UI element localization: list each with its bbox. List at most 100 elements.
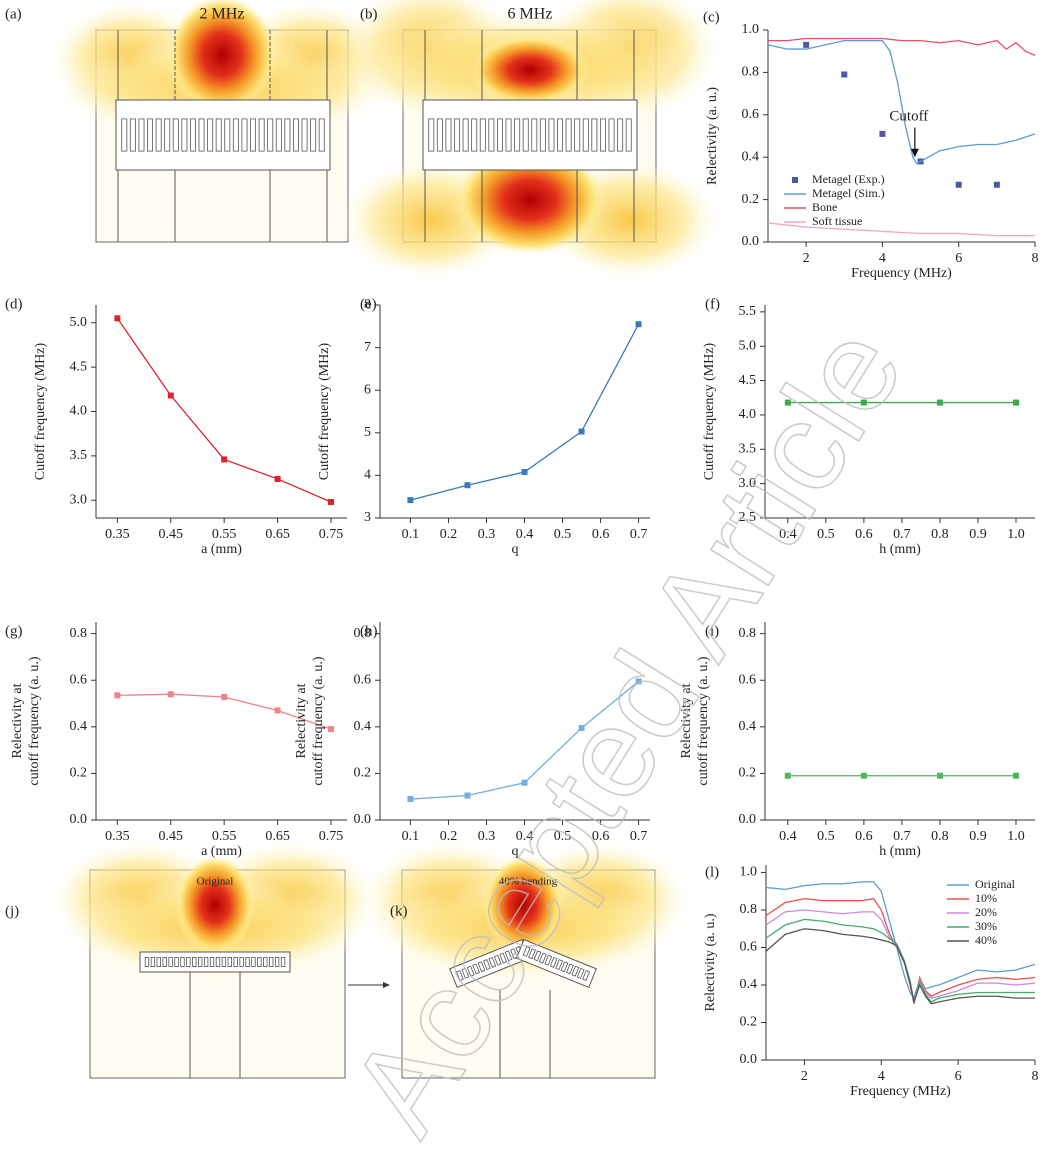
- metagel-box: [422, 99, 638, 171]
- x-tick-label: 6: [955, 1069, 962, 1084]
- marker: [114, 692, 121, 699]
- metagel-unit: [510, 948, 518, 960]
- y-tick-label: 0.6: [742, 107, 760, 122]
- metagel-unit: [477, 961, 486, 973]
- x-tick-label: 0.3: [478, 527, 496, 542]
- x-tick-label: 0.7: [630, 829, 648, 844]
- metagel-unit: [232, 118, 239, 152]
- metagel-unit: [192, 957, 197, 968]
- field-hotspot: [483, 855, 563, 955]
- metagel-unit: [555, 959, 563, 971]
- x-axis-title: a (mm): [201, 844, 242, 859]
- metagel-unit: [493, 954, 502, 966]
- y-tick-label: 0.4: [739, 719, 757, 734]
- metagel-unit: [456, 970, 464, 981]
- metagel-unit: [275, 118, 282, 152]
- y-tick-label: 6: [364, 382, 371, 397]
- legend-label: 30%: [975, 919, 997, 933]
- legend-label: Metagel (Exp.): [812, 172, 885, 186]
- panel-label: (c): [703, 9, 720, 25]
- x-tick-label: 0.1: [402, 527, 420, 542]
- x-tick-label: 0.6: [592, 527, 610, 542]
- metagel-unit: [466, 965, 475, 977]
- marker: [327, 499, 334, 506]
- metagel-unit: [479, 118, 486, 152]
- x-tick-label: 0.75: [319, 829, 344, 844]
- metagel-unit: [198, 957, 203, 968]
- legend-label: 20%: [975, 905, 997, 919]
- y-tick-label: 3.5: [70, 448, 88, 463]
- metagel-unit: [156, 957, 161, 968]
- y-axis-title: Relectivity at: [679, 683, 694, 758]
- x-tick-label: 0.65: [265, 829, 290, 844]
- metagel-unit: [310, 118, 317, 152]
- y-tick-label: 4.5: [70, 359, 88, 374]
- metagel-unit: [150, 957, 156, 968]
- metagel-unit: [576, 967, 585, 979]
- x-tick-label: 0.9: [969, 829, 987, 844]
- marker: [167, 691, 174, 698]
- metagel-unit: [162, 957, 167, 968]
- x-axis-title: h (mm): [879, 542, 921, 557]
- metagel-unit: [599, 118, 606, 152]
- y-tick-label: 5.5: [739, 304, 757, 319]
- x-tick-label: 0.9: [969, 527, 987, 542]
- y-tick-label: 0.0: [742, 234, 760, 249]
- y-tick-label: 0.0: [70, 812, 88, 827]
- y-axis-title: Relectivity (a. u.): [703, 913, 718, 1011]
- metagel-unit: [574, 118, 581, 152]
- x-tick-label: 0.8: [931, 527, 949, 542]
- x-axis-title: q: [512, 844, 519, 859]
- metagel-unit: [504, 950, 513, 962]
- annotation-arrow-head: [910, 148, 919, 158]
- y-tick-label: 4.5: [739, 373, 757, 388]
- marker: [327, 726, 334, 733]
- metagel-unit: [227, 957, 232, 968]
- x-tick-label: 0.5: [817, 829, 835, 844]
- panel-label: (g): [5, 623, 23, 639]
- metagel-unit: [560, 961, 569, 973]
- y-tick-label: 4.0: [739, 407, 757, 422]
- field-hotspot: [175, 855, 255, 955]
- metagel-unit: [461, 967, 470, 979]
- image-title: Original: [197, 876, 234, 888]
- y-tick-label: 0.8: [740, 902, 758, 917]
- metagel-unit: [301, 118, 308, 152]
- panel-label: (e): [360, 296, 377, 312]
- x-tick-label: 0.7: [630, 527, 648, 542]
- x-tick-label: 4: [878, 1069, 885, 1084]
- y-axis-title: cutoff frequency (a. u.): [696, 656, 711, 786]
- panel-label: (k): [390, 903, 408, 919]
- x-tick-label: 8: [1032, 251, 1039, 266]
- metagel-unit: [138, 118, 145, 152]
- metagel-unit: [582, 118, 589, 152]
- bent-metagel: [449, 938, 597, 989]
- metagel-unit: [472, 963, 480, 975]
- metagel-unit: [445, 118, 452, 152]
- metagel-unit: [565, 118, 572, 152]
- metagel-unit: [267, 118, 274, 152]
- metagel-unit: [528, 948, 536, 960]
- x-tick-label: 4: [879, 251, 886, 266]
- marker: [521, 468, 528, 475]
- y-axis-title: Cutoff frequency (MHz): [317, 342, 332, 480]
- x-tick-label: 0.45: [159, 527, 184, 542]
- marker: [578, 428, 585, 435]
- metagel-unit: [318, 118, 325, 152]
- y-axis-title: Relectivity at: [10, 683, 25, 758]
- marker: [936, 772, 943, 779]
- y-tick-label: 0.8: [739, 626, 757, 641]
- y-tick-label: 0.6: [70, 672, 88, 687]
- y-tick-label: 2.5: [739, 510, 757, 525]
- y-axis-title: cutoff frequency (a. u.): [311, 656, 326, 786]
- metagel-unit: [207, 118, 214, 152]
- y-tick-label: 0.6: [739, 672, 757, 687]
- panel-label: (l): [705, 864, 719, 880]
- series-line: [116, 317, 332, 503]
- metagel-unit: [241, 118, 248, 152]
- field-hotspot: [470, 35, 590, 105]
- x-tick-label: 0.6: [592, 829, 610, 844]
- metagel-unit: [129, 118, 136, 152]
- y-axis-title: Relectivity (a. u.): [705, 87, 720, 185]
- metagel-unit: [505, 118, 512, 152]
